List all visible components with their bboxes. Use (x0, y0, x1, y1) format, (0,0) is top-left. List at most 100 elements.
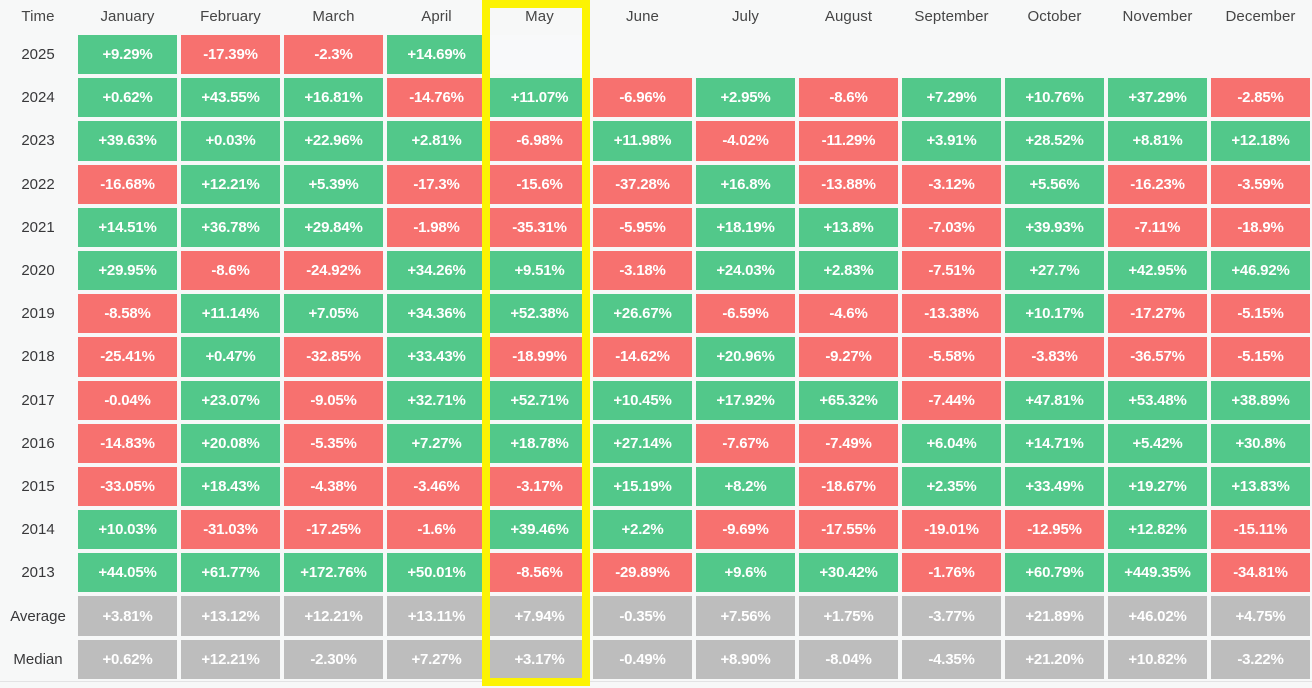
column-header-october[interactable]: October (1027, 8, 1082, 25)
table-cell: +9.51% (488, 249, 591, 292)
cell-value: +172.76% (284, 553, 383, 593)
table-cell: +2.35% (900, 465, 1003, 508)
table-cell: +7.56% (694, 594, 797, 637)
table-cell: -18.99% (488, 335, 591, 378)
column-header-december[interactable]: December (1225, 8, 1296, 25)
cell-value: -3.46% (387, 466, 486, 507)
cell-value: +13.11% (387, 596, 486, 636)
cell-value: +60.79% (1005, 553, 1104, 593)
table-cell: -9.05% (282, 379, 385, 422)
table-cell: -17.39% (179, 33, 282, 76)
table-cell: +11.14% (179, 292, 282, 335)
cell-value: +50.01% (387, 553, 486, 593)
table-cell: -15.6% (488, 163, 591, 206)
cell-value: -14.62% (593, 337, 692, 377)
cell-value: +46.92% (1211, 250, 1310, 291)
table-cell: -34.81% (1209, 551, 1312, 594)
table-cell: +13.8% (797, 206, 900, 249)
table-cell: +29.95% (76, 249, 179, 292)
table-cell: +22.96% (282, 119, 385, 162)
cell-value: +27.7% (1005, 250, 1104, 291)
cell-value: +7.94% (490, 596, 589, 636)
cell-value: +10.76% (1005, 78, 1104, 118)
table-cell (488, 33, 591, 76)
table-cell: -13.88% (797, 163, 900, 206)
cell-value: -29.89% (593, 553, 692, 593)
table-cell: +17.92% (694, 379, 797, 422)
column-header-march[interactable]: March (312, 8, 355, 25)
cell-value: +7.29% (902, 78, 1001, 118)
table-cell: -4.02% (694, 119, 797, 162)
column-header-august[interactable]: August (824, 8, 873, 25)
table-cell: -17.25% (282, 508, 385, 551)
table-cell: -7.51% (900, 249, 1003, 292)
table-cell: +60.79% (1003, 551, 1106, 594)
column-header-september[interactable]: September (914, 8, 989, 25)
table-cell: -17.27% (1106, 292, 1209, 335)
cell-value: +16.81% (284, 78, 383, 118)
cell-value: -0.49% (593, 639, 692, 679)
table-cell: +449.35% (1106, 551, 1209, 594)
cell-value: -0.04% (78, 380, 177, 420)
cell-value: +21.20% (1005, 639, 1104, 679)
cell-value: -1.98% (387, 207, 486, 247)
cell-value: -7.11% (1108, 207, 1207, 247)
table-cell: +5.42% (1106, 422, 1209, 465)
cell-value: +28.52% (1005, 121, 1104, 161)
cell-value: +52.71% (490, 380, 589, 420)
cell-value: +5.39% (284, 164, 383, 204)
column-header-january[interactable]: January (100, 8, 155, 25)
table-cell: +39.46% (488, 508, 591, 551)
cell-value: -9.27% (799, 337, 898, 377)
column-header-june[interactable]: June (626, 8, 659, 25)
column-header-may[interactable]: May (525, 8, 554, 25)
table-cell: +12.82% (1106, 508, 1209, 551)
table-cell: +172.76% (282, 551, 385, 594)
cell-value: +39.93% (1005, 207, 1104, 247)
table-cell: -0.35% (591, 594, 694, 637)
cell-value: -14.76% (387, 78, 486, 118)
cell-value: +9.6% (696, 553, 795, 593)
table-cell: +27.14% (591, 422, 694, 465)
table-cell: +38.89% (1209, 379, 1312, 422)
column-header-november[interactable]: November (1122, 8, 1193, 25)
table-cell: +9.6% (694, 551, 797, 594)
table-cell: +3.17% (488, 638, 591, 681)
cell-value: -3.17% (490, 466, 589, 507)
cell-value: -5.58% (902, 337, 1001, 377)
cell-value: +3.81% (78, 596, 177, 636)
table-cell: -2.3% (282, 33, 385, 76)
column-header-february[interactable]: February (200, 8, 261, 25)
table-cell: -17.55% (797, 508, 900, 551)
table-cell: +27.7% (1003, 249, 1106, 292)
cell-value: -17.55% (799, 510, 898, 550)
table-cell: -3.17% (488, 465, 591, 508)
cell-value: -5.15% (1211, 294, 1310, 334)
cell-value: -3.59% (1211, 164, 1310, 204)
table-cell: +7.27% (385, 422, 488, 465)
cell-value: -13.38% (902, 294, 1001, 334)
cell-value: +5.42% (1108, 423, 1207, 463)
table-cell: +39.63% (76, 119, 179, 162)
cell-value: +46.02% (1108, 596, 1207, 636)
table-cell: +50.01% (385, 551, 488, 594)
cell-value: -8.56% (490, 553, 589, 593)
cell-value: +0.62% (78, 78, 177, 118)
table-cell: +2.83% (797, 249, 900, 292)
row-label-2024: 2024 (21, 89, 55, 107)
column-header-april[interactable]: April (421, 8, 452, 25)
cell-value: +20.96% (696, 337, 795, 377)
table-cell: -5.15% (1209, 335, 1312, 378)
table-cell: -19.01% (900, 508, 1003, 551)
table-cell: +39.93% (1003, 206, 1106, 249)
table-cell: +18.78% (488, 422, 591, 465)
table-cell: +1.75% (797, 594, 900, 637)
table-cell: -16.68% (76, 163, 179, 206)
table-cell: -4.6% (797, 292, 900, 335)
column-header-july[interactable]: July (731, 8, 760, 25)
table-cell: -2.30% (282, 638, 385, 681)
cell-value: +33.49% (1005, 466, 1104, 507)
table-cell: +32.71% (385, 379, 488, 422)
